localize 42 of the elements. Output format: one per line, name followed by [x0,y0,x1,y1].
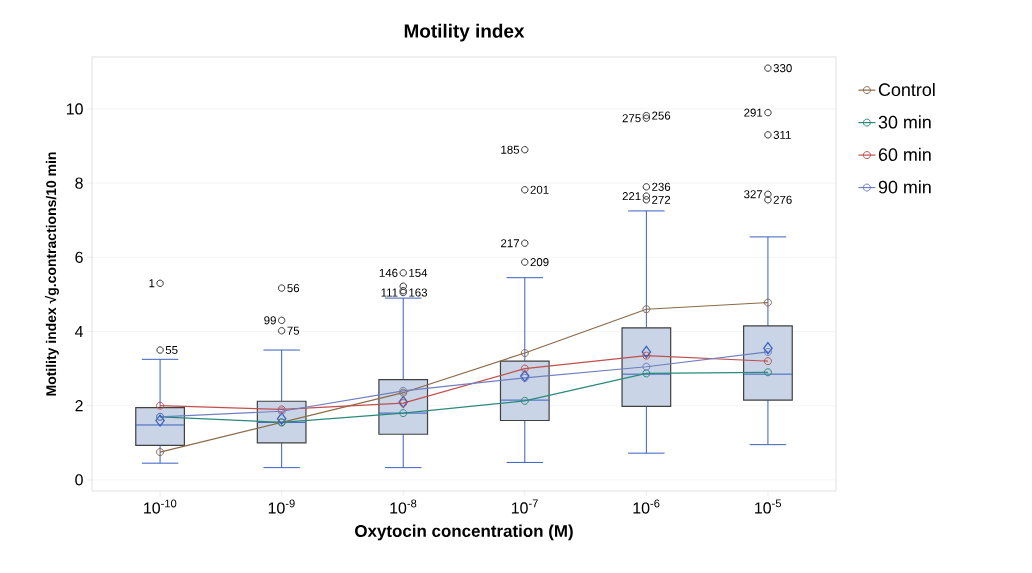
legend-label: 30 min [878,115,931,129]
y-tick-label: 6 [75,251,83,263]
annotation: 311 [773,130,791,139]
annotation: 272 [652,195,671,204]
y-tick-label: 8 [75,177,83,189]
annotation: 55 [165,346,178,355]
annotation: 154 [409,268,428,277]
y-tick-label: 4 [74,326,83,337]
y-tick-label: 0 [75,474,83,486]
annotation: 185 [501,145,520,154]
y-axis-title: Motility index √g.contractions/10 min [44,152,59,396]
annotation: 327 [744,190,763,199]
annotation: 56 [287,284,300,293]
annotation: 221 [622,192,641,201]
annotation: 276 [773,195,792,204]
annotation: 111 [381,288,398,297]
annotation: 163 [409,288,428,297]
legend-label: Control [878,82,935,97]
annotation: 330 [773,64,792,73]
x-tick-label: 10$^{-5}$ [755,499,782,514]
x-tick-label: 10$^{-10}$ [144,499,177,514]
x-axis-title: Oxytocin concentration (M) [355,524,573,541]
annotation: 99 [264,316,276,325]
annotation: 75 [287,326,300,335]
annotation: 256 [652,111,671,120]
annotation: 291 [744,108,763,117]
chart-title: Motility index [404,23,525,42]
x-tick-label: 10$^{-9}$ [268,499,295,514]
annotation: 275 [622,114,641,123]
x-tick-label: 10$^{-8}$ [390,499,417,514]
annotation: 201 [530,185,549,194]
legend-label: 60 min [878,147,931,161]
legend-label: 90 min [878,180,931,194]
annotation: 217 [501,239,520,248]
annotation: 236 [652,182,671,191]
y-tick-label: 2 [75,400,83,412]
annotation: 1 [149,279,155,288]
y-tick-label: 10 [66,103,83,115]
annotation: 209 [530,258,549,267]
x-tick-label: 10$^{-6}$ [633,499,660,514]
annotation: 146 [379,268,398,277]
x-tick-label: 10$^{-7}$ [511,499,538,514]
